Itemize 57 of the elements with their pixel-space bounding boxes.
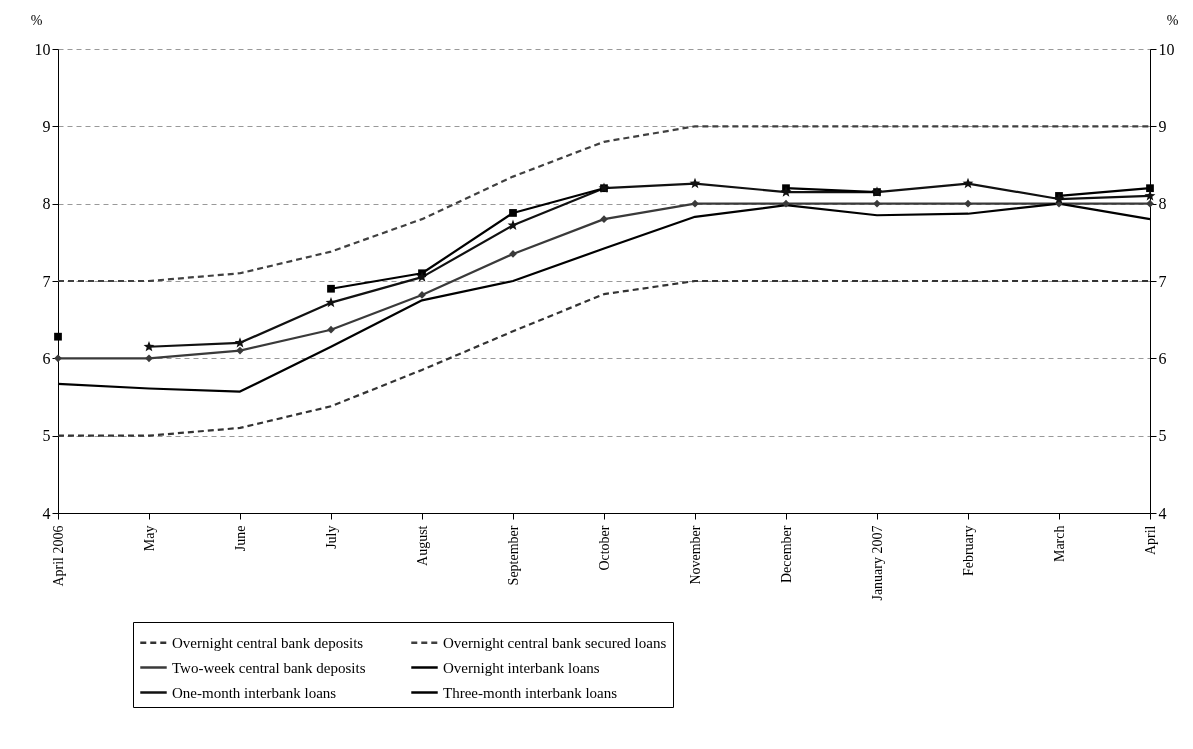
legend-label: Two-week central bank deposits <box>172 659 366 676</box>
x-tick-label: August <box>414 525 430 566</box>
y2-tick-label: 8 <box>1158 195 1167 213</box>
x-tick-label: April <box>1142 525 1158 556</box>
point <box>691 199 699 208</box>
x-tick-label: February <box>960 525 976 577</box>
y-tick-label: 4 <box>42 504 51 522</box>
y-tick-label: 6 <box>42 349 51 367</box>
legend-label: Overnight interbank loans <box>443 659 600 676</box>
point <box>873 199 881 208</box>
y-tick-label: 10 <box>34 40 51 58</box>
point <box>327 284 335 293</box>
x-tick-label: May <box>141 525 157 552</box>
point <box>1146 199 1154 208</box>
y2-tick-label: 7 <box>1158 272 1167 290</box>
x-tick-label: December <box>778 525 794 584</box>
legend-label: Three-month interbank loans <box>443 684 618 701</box>
point <box>327 325 335 334</box>
y2-tick-label: 6 <box>1158 349 1167 367</box>
x-tick-label: March <box>1051 525 1067 563</box>
x-tick-label: July <box>323 525 339 549</box>
point <box>143 341 155 352</box>
point <box>1144 190 1156 201</box>
point <box>236 346 244 355</box>
point <box>234 337 246 348</box>
point <box>54 354 62 363</box>
y-tick-label: 5 <box>42 427 51 445</box>
y2-tick-label: 10 <box>1158 40 1175 58</box>
y2-tick-label: 4 <box>1158 504 1167 522</box>
y2-tick-label: 5 <box>1158 427 1167 445</box>
point <box>416 271 428 282</box>
legend-label: Overnight central bank secured loans <box>443 634 667 651</box>
point <box>1146 184 1154 193</box>
point <box>962 177 974 189</box>
point <box>54 332 62 341</box>
point <box>964 199 972 208</box>
x-tick-label: October <box>596 525 612 571</box>
x-tick-label: April 2006 <box>50 525 66 587</box>
x-tick-label: November <box>687 525 703 585</box>
point <box>782 199 790 208</box>
y-tick-label: 9 <box>42 117 51 135</box>
point <box>145 354 153 363</box>
legend-label: One-month interbank loans <box>172 684 337 701</box>
point <box>507 219 519 230</box>
point <box>689 177 701 189</box>
point <box>1053 193 1065 204</box>
point <box>780 186 792 197</box>
x-tick-label: September <box>505 525 521 586</box>
y-tick-label: 7 <box>42 272 51 290</box>
point <box>509 209 517 217</box>
legend-label: Overnight central bank deposits <box>172 634 364 651</box>
x-tick-label: January 2007 <box>869 525 885 601</box>
x-tick-label: June <box>232 525 248 552</box>
y-axis-title: % <box>30 12 43 28</box>
y2-tick-label: 9 <box>1158 117 1167 135</box>
y2-axis-title: % <box>1166 12 1179 28</box>
y-tick-label: 8 <box>42 195 51 213</box>
